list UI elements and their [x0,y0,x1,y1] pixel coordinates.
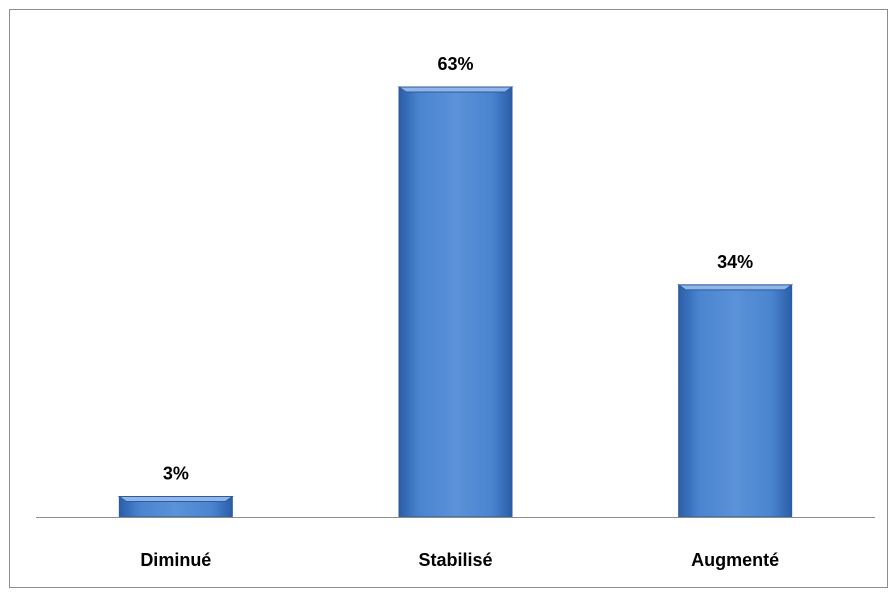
data-label-3: 34% [717,252,753,272]
bar-3-top [677,284,794,291]
x-tick-labels-group: Diminué Stabilisé Augmenté [140,550,779,570]
bar-2-top [397,86,514,93]
bar-3 [678,284,793,518]
bars-group [117,86,794,518]
x-tick-label-2: Stabilisé [418,550,492,570]
bar-2 [398,86,513,518]
data-label-2: 63% [437,54,473,74]
x-tick-label-3: Augmenté [691,550,779,570]
data-labels-group: 3% 63% 34% [163,54,753,484]
bar-1-top [117,496,234,503]
x-tick-label-1: Diminué [140,550,211,570]
data-label-1: 3% [163,464,189,484]
